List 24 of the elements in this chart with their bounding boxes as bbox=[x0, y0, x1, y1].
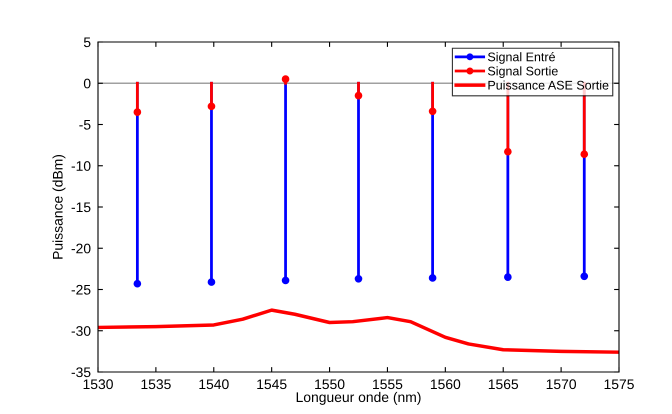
x-tick-label: 1555 bbox=[373, 379, 402, 390]
y-tick-label: -35 bbox=[72, 367, 90, 378]
x-tick-label: 1535 bbox=[142, 379, 171, 390]
x-tick-label: 1530 bbox=[84, 379, 113, 390]
legend-label: Signal Entré bbox=[488, 52, 555, 64]
legend-label: Signal Sortie bbox=[488, 66, 558, 78]
y-tick-label: -30 bbox=[72, 326, 91, 336]
x-tick-label: 1545 bbox=[257, 379, 287, 390]
legend-label: Puissance ASE Sortie bbox=[488, 80, 608, 90]
x-tick-label: 1550 bbox=[315, 379, 344, 390]
y-tick-label: 5 bbox=[84, 37, 90, 48]
y-tick-label: -5 bbox=[79, 120, 90, 130]
x-tick-label: 1565 bbox=[488, 379, 518, 390]
y-tick-label: 0 bbox=[84, 78, 91, 88]
x-tick-label: 1560 bbox=[430, 379, 460, 390]
x-tick-label: 1570 bbox=[546, 379, 576, 390]
y-tick-label: -20 bbox=[72, 244, 91, 254]
x-tick-label: 1540 bbox=[199, 379, 229, 390]
y-tick-label: -10 bbox=[72, 161, 91, 171]
x-axis-title: Longueur onde (nm) bbox=[296, 392, 421, 405]
y-tick-label: -25 bbox=[72, 284, 90, 295]
y-tick-label: -15 bbox=[72, 202, 90, 212]
y-axis-title: Puissance (dBm) bbox=[52, 154, 66, 259]
x-tick-label: 1575 bbox=[604, 379, 634, 390]
